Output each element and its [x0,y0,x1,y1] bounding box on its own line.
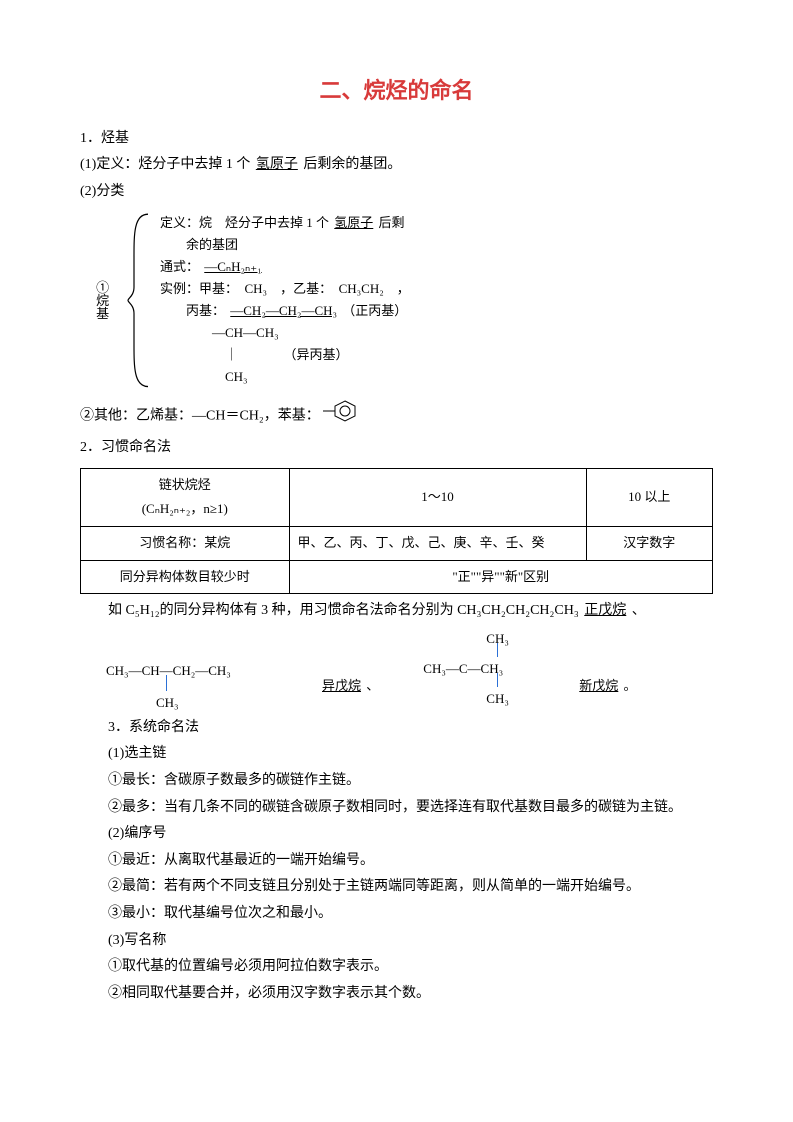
brace-line: 定义：烷 烃分子中去掉 1 个 氢原子 后剩 [160,212,713,234]
t: —CₙH₂ₙ₊₁ [202,259,263,274]
cell: 链状烷烃 (CₙH₂ₙ₊₂，n≥1) [81,468,290,526]
bond-line [497,643,498,657]
t: 异戊烷 [320,678,363,693]
t: CH₃—C—CH₃ [423,657,503,682]
page-title: 二、烷烃的命名 [80,70,713,112]
t: (CₙH₂ₙ₊₂，n≥1) [89,497,281,522]
table-row: 习惯名称：某烷 甲、乙、丙、丁、戊、己、庚、辛、壬、癸 汉字数字 [81,526,713,560]
t: 丙基： [160,303,225,318]
rule-line: ①取代基的位置编号必须用阿拉伯数字表示。 [80,954,713,981]
t: CH₃ [156,691,179,716]
brace-line: ｜ （异丙基） [160,344,713,366]
neopentane-structure: CH₃ CH₃—C—CH₃ CH₃ [403,629,553,709]
t: 氢原子 [332,215,375,230]
brace-label: ①烷基 [90,280,112,319]
rule-line: ③最小：取代基编号位次之和最小。 [80,901,713,928]
t: （正丙基） [342,303,407,318]
t: 链状烷烃 [89,473,281,498]
cell: 习惯名称：某烷 [81,526,290,560]
rule-line: ①最近：从离取代基最近的一端开始编号。 [80,848,713,875]
brace-line: —CH—CH₃ [160,322,713,344]
cell: "正""异""新"区别 [289,560,712,594]
bond-line [166,675,167,691]
brace-line: 丙基： —CH₂—CH₂—CH₃ （正丙基） [160,300,713,322]
other-text: ②其他：乙烯基：—CH＝CH₂，苯基： [80,409,320,424]
definition-line: (1)定义：烃分子中去掉 1 个 氢原子 后剩余的基团。 [80,152,713,179]
table-row: 链状烷烃 (CₙH₂ₙ₊₂，n≥1) 1～10 10 以上 [81,468,713,526]
rule-heading: (2)编序号 [80,821,713,848]
rule-heading: (1)选主链 [80,741,713,768]
t: 正戊烷 [582,603,628,618]
rule-heading: (3)写名称 [80,928,713,955]
rule-line: ②最简：若有两个不同支链且分别处于主链两端同等距离，则从简单的一端开始编号。 [80,874,713,901]
brace-line: 实例：甲基： CH₃ ，乙基： CH₃CH₂ ， [160,278,713,300]
t: ②最多：当有几条不同的碳链含碳原子数相同时，要选择连有取代基数目最多的碳链为主链… [80,795,713,822]
brace-line: 通式： —CₙH₂ₙ₊₁ [160,256,713,278]
document-page: 二、烷烃的命名 1．烃基 (1)定义：烃分子中去掉 1 个 氢原子 后剩余的基团… [0,0,793,1122]
section-3-heading: 3．系统命名法 [80,715,713,742]
t: 后剩 [379,215,405,230]
label: 新戊烷 。 [577,674,636,709]
t: 如 C₅H₁₂的同分异构体有 3 种，用习惯命名法命名分别为 CH₃CH₂CH₂… [108,603,579,618]
cell: 汉字数字 [586,526,712,560]
cell: 同分异构体数目较少时 [81,560,290,594]
other-line: ②其他：乙烯基：—CH＝CH₂，苯基： [80,398,713,435]
brace-line: 余的基团 [160,234,713,256]
t: CH₃—CH—CH₂—CH₃ [106,659,231,684]
rule-line: ①最长：含碳原子数最多的碳链作主链。 [80,768,713,795]
isopentane-structure: CH₃—CH—CH₂—CH₃ CH₃ [106,645,296,709]
rule-line: ②相同取代基要合并，必须用汉字数字表示其个数。 [80,981,713,1008]
cell: 10 以上 [586,468,712,526]
brace-line: CH₃ [160,366,713,388]
structure-row: CH₃—CH—CH₂—CH₃ CH₃ 异戊烷 、 CH₃ CH₃—C—CH₃ C… [80,629,713,709]
t: 、 [632,603,646,618]
t: CH₃ [486,687,509,712]
def-blank: 氢原子 [254,157,300,172]
t: 。 [624,678,637,693]
section-2-heading: 2．习惯命名法 [80,435,713,462]
alkyl-brace-block: ①烷基 定义：烷 烃分子中去掉 1 个 氢原子 后剩 余的基团 通式： —CₙH… [90,212,713,389]
t: 通式： [160,259,199,274]
label: 异戊烷 、 [320,674,379,709]
rule-line: ②最多：当有几条不同的碳链含碳原子数相同时，要选择连有取代基数目最多的碳链为主链… [80,795,713,822]
bond-line [497,673,498,687]
benzene-icon [323,398,363,435]
cell: 1～10 [289,468,586,526]
isomer-note: 如 C₅H₁₂的同分异构体有 3 种，用习惯命名法命名分别为 CH₃CH₂CH₂… [80,598,713,625]
section-1-heading: 1．烃基 [80,126,713,153]
t: 定义：烷 烃分子中去掉 1 个 [160,215,329,230]
category-heading: (2)分类 [80,179,713,206]
cell: 甲、乙、丙、丁、戊、己、庚、辛、壬、癸 [289,526,586,560]
table-row: 同分异构体数目较少时 "正""异""新"区别 [81,560,713,594]
t: —CH₂—CH₂—CH₃ [228,303,339,318]
curly-brace-icon [126,212,152,389]
def-text-b: 后剩余的基团。 [303,157,401,172]
t: 新戊烷 [577,678,620,693]
def-text-a: (1)定义：烃分子中去掉 1 个 [80,157,250,172]
t: 、 [366,678,379,693]
naming-table: 链状烷烃 (CₙH₂ₙ₊₂，n≥1) 1～10 10 以上 习惯名称：某烷 甲、… [80,468,713,595]
